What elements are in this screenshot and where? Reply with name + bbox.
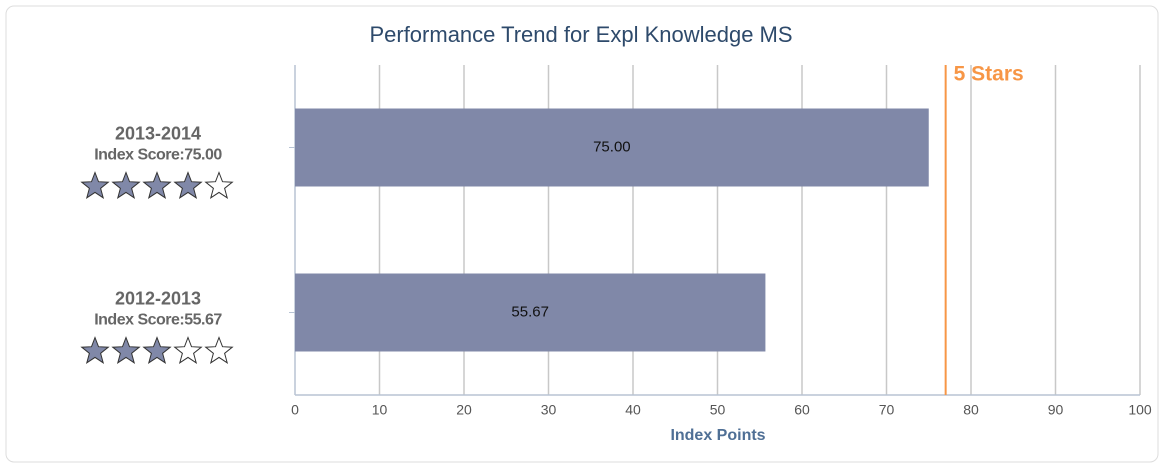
- star: [80, 336, 110, 364]
- value-label: 75.00: [593, 138, 631, 155]
- bar: [295, 108, 929, 187]
- star: [173, 171, 203, 199]
- x-tick-label: 70: [879, 402, 895, 418]
- star: [80, 171, 110, 199]
- x-tick-label: 60: [794, 402, 810, 418]
- x-tick-label: 0: [291, 402, 299, 418]
- x-tick-label: 40: [625, 402, 641, 418]
- star-rating: [80, 171, 234, 199]
- chart-title: Performance Trend for Expl Knowledge MS: [369, 22, 792, 47]
- bar: [295, 273, 766, 352]
- x-tick-label: 20: [456, 402, 472, 418]
- category-label: 2012-2013: [115, 288, 201, 308]
- x-tick-label: 10: [372, 402, 388, 418]
- x-tick-label: 100: [1128, 402, 1152, 418]
- star: [111, 336, 141, 364]
- star: [142, 171, 172, 199]
- score-label: Index Score:55.67: [94, 312, 222, 329]
- star-rating: [80, 336, 234, 364]
- value-label: 55.67: [511, 303, 549, 320]
- threshold-label: 5 Stars: [954, 63, 1024, 86]
- star: [142, 336, 172, 364]
- score-label: Index Score:75.00: [94, 147, 222, 164]
- star: [173, 336, 203, 364]
- x-tick-label: 90: [1048, 402, 1064, 418]
- x-axis-label: Index Points: [670, 427, 765, 444]
- star: [204, 171, 234, 199]
- star: [111, 171, 141, 199]
- star: [204, 336, 234, 364]
- x-tick-label: 50: [710, 402, 726, 418]
- category-label: 2013-2014: [115, 123, 201, 143]
- x-tick-label: 80: [963, 402, 979, 418]
- x-tick-label: 30: [541, 402, 557, 418]
